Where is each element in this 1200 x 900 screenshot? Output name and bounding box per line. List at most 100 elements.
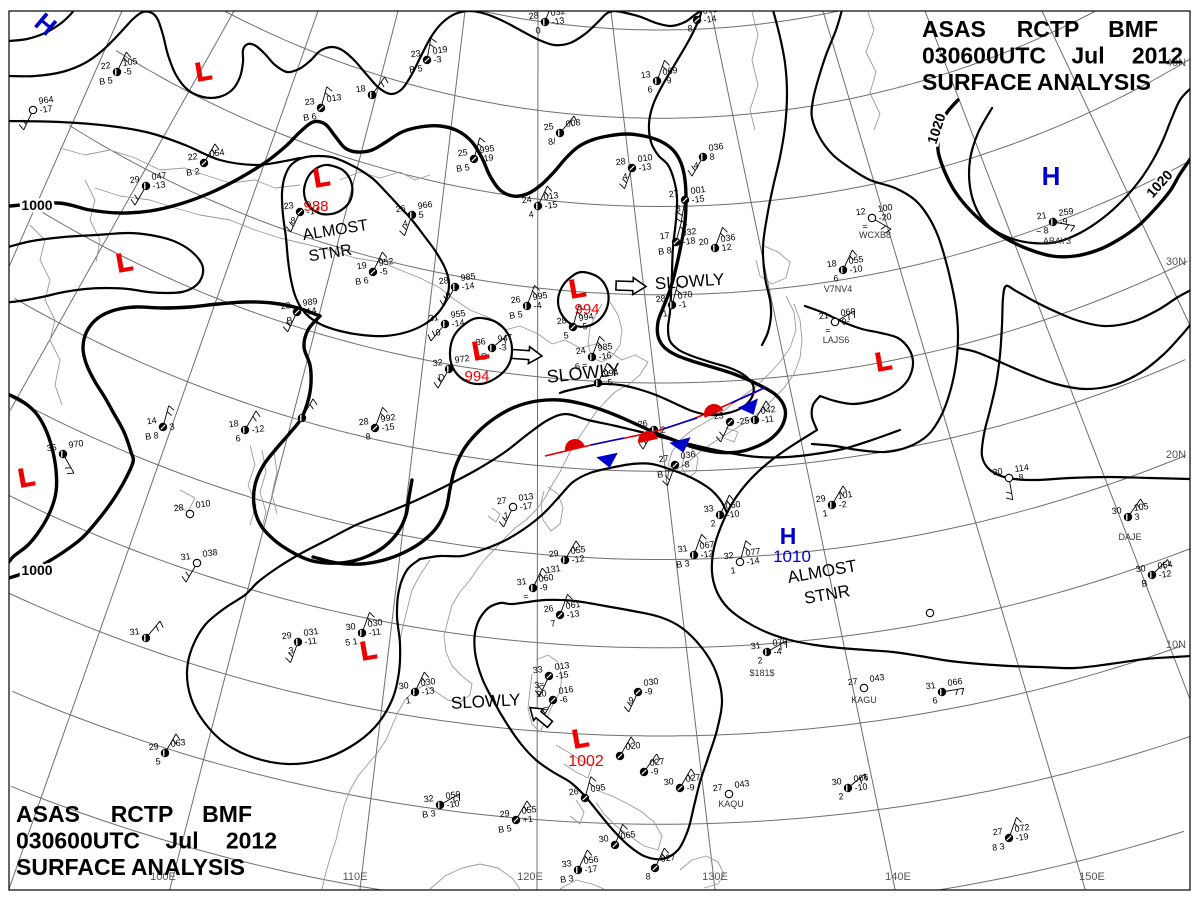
svg-text:-19: -19 <box>1015 831 1029 843</box>
svg-text:~ 8: ~ 8 <box>1035 225 1049 237</box>
svg-text:STNR: STNR <box>307 242 353 266</box>
svg-text:065: 065 <box>620 829 636 841</box>
svg-text:B 8: B 8 <box>145 430 160 442</box>
svg-text:947: 947 <box>497 332 513 344</box>
svg-text:3: 3 <box>675 203 681 214</box>
svg-text:-20: -20 <box>878 211 892 223</box>
svg-text:B 5: B 5 <box>509 309 524 321</box>
svg-text:-19: -19 <box>480 152 494 164</box>
svg-text:6 =: 6 = <box>574 360 588 372</box>
svg-text:013: 013 <box>543 190 559 202</box>
svg-text:-13: -13 <box>566 608 580 620</box>
svg-text:013: 013 <box>554 660 570 672</box>
svg-text:060: 060 <box>725 499 741 511</box>
svg-text:047: 047 <box>151 170 167 182</box>
svg-text:SURFACE: SURFACE <box>16 854 126 880</box>
svg-text:L: L <box>567 272 588 304</box>
svg-text:-12: -12 <box>251 423 265 435</box>
svg-text:4: 4 <box>693 160 699 171</box>
svg-text:1: 1 <box>503 510 509 521</box>
svg-text:6: 6 <box>235 433 241 444</box>
svg-text:8: 8 <box>687 23 693 34</box>
svg-text:-14: -14 <box>746 555 760 567</box>
svg-text:30N: 30N <box>1166 256 1186 268</box>
svg-text:7: 7 <box>550 618 556 629</box>
svg-text:027: 027 <box>660 852 676 864</box>
svg-text:30: 30 <box>345 621 356 632</box>
svg-text:966: 966 <box>417 199 433 211</box>
svg-text:985: 985 <box>597 341 613 353</box>
svg-text:L: L <box>193 55 214 87</box>
svg-text:B: B <box>1141 578 1148 589</box>
svg-text:077: 077 <box>745 546 761 558</box>
svg-text:27: 27 <box>712 782 723 793</box>
svg-text:-3: -3 <box>498 342 507 353</box>
svg-text:24: 24 <box>521 194 532 205</box>
svg-text:SLOWLY: SLOWLY <box>450 690 520 713</box>
svg-text:H: H <box>780 523 797 549</box>
svg-text:0-: 0- <box>841 316 850 327</box>
svg-text:-14: -14 <box>451 317 465 329</box>
svg-text:BMF: BMF <box>1108 16 1158 42</box>
svg-text:055: 055 <box>570 544 586 556</box>
svg-text:992: 992 <box>380 412 396 424</box>
svg-text:063: 063 <box>170 737 186 749</box>
svg-text:27: 27 <box>668 188 679 199</box>
svg-text:030: 030 <box>420 676 436 688</box>
svg-text:SLOWLY: SLOWLY <box>654 270 725 294</box>
svg-text:3: 3 <box>288 645 294 656</box>
svg-text:2012: 2012 <box>1132 43 1183 69</box>
svg-text:30: 30 <box>831 776 842 787</box>
svg-text:130E: 130E <box>702 871 728 883</box>
svg-text:=: = <box>862 221 869 232</box>
svg-text:12: 12 <box>855 206 866 217</box>
svg-text:-4: -4 <box>773 646 782 657</box>
svg-text:B: B <box>286 315 293 326</box>
svg-text:8: 8 <box>290 215 296 226</box>
svg-text:3: 3 <box>1134 511 1140 522</box>
svg-text:020: 020 <box>625 740 641 752</box>
svg-text:23: 23 <box>410 48 421 59</box>
svg-text:995: 995 <box>532 290 548 302</box>
svg-text:WCXB8: WCXB8 <box>859 230 891 240</box>
svg-text:055: 055 <box>848 254 864 266</box>
svg-text:-13: -13 <box>152 179 166 191</box>
svg-text:066: 066 <box>853 772 869 784</box>
svg-text:105: 105 <box>122 56 138 68</box>
svg-text:110E: 110E <box>343 871 368 883</box>
svg-text:$181$: $181$ <box>749 668 774 678</box>
svg-text:30: 30 <box>1135 563 1146 574</box>
svg-text:0: 0 <box>535 25 541 36</box>
svg-text:6: 6 <box>932 695 938 706</box>
svg-text:29: 29 <box>281 630 292 641</box>
svg-text:988: 988 <box>303 198 328 215</box>
svg-text:=: = <box>825 325 832 336</box>
svg-text:994: 994 <box>574 301 599 318</box>
svg-text:036: 036 <box>720 232 736 244</box>
svg-text:-10: -10 <box>849 263 863 275</box>
svg-text:-2: -2 <box>838 499 847 510</box>
svg-text:3=: 3= <box>534 679 546 690</box>
svg-text:DAJE: DAJE <box>1118 532 1141 542</box>
svg-text:131: 131 <box>545 563 561 575</box>
svg-text:B 3: B 3 <box>422 808 437 820</box>
svg-text:ANALYSIS: ANALYSIS <box>1037 69 1151 95</box>
svg-text:095: 095 <box>590 782 606 794</box>
svg-text:Jul: Jul <box>1071 43 1104 69</box>
svg-text:26: 26 <box>637 418 648 429</box>
svg-text:32: 32 <box>723 550 734 561</box>
svg-text:120E: 120E <box>517 871 543 883</box>
svg-text:29: 29 <box>815 493 826 504</box>
svg-text:-10: -10 <box>446 798 460 810</box>
svg-text:ASAS: ASAS <box>922 16 986 42</box>
svg-text:31: 31 <box>677 543 688 554</box>
svg-text:20N: 20N <box>1166 449 1186 461</box>
svg-text:060: 060 <box>538 572 554 584</box>
svg-text:BMF: BMF <box>202 801 252 827</box>
svg-text:31: 31 <box>129 626 140 637</box>
svg-text:010: 010 <box>195 498 211 510</box>
svg-text:L: L <box>873 345 894 377</box>
svg-text:-10: -10 <box>726 508 740 520</box>
svg-text:=: = <box>523 591 530 602</box>
svg-text:30: 30 <box>398 680 409 691</box>
